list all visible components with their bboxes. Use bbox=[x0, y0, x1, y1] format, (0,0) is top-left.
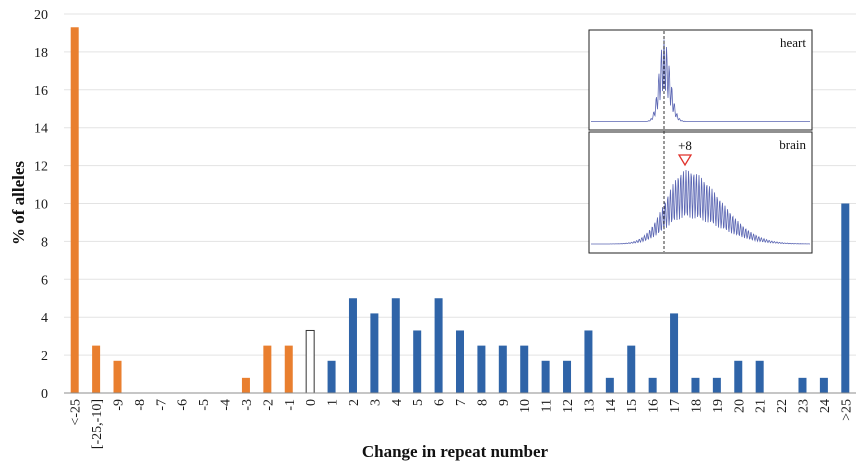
x-tick-label: 23 bbox=[796, 399, 811, 413]
x-tick-label: [-25,-10] bbox=[90, 399, 105, 449]
y-tick-label: 18 bbox=[34, 46, 48, 61]
x-tick-label: -5 bbox=[197, 399, 212, 411]
x-tick-label: -2 bbox=[261, 399, 276, 411]
x-tick-label: 11 bbox=[540, 399, 555, 412]
bar bbox=[284, 345, 293, 393]
bar bbox=[520, 345, 529, 393]
x-tick-label: 2 bbox=[347, 399, 362, 406]
x-axis-ticks: <-25 [-25,-10] -9 -8 -7 -6 -5 -4 -3 -2 -1 0 1 2 3 4 5 6 7 8… bbox=[69, 399, 855, 449]
bar bbox=[456, 330, 464, 393]
x-tick-label: 14 bbox=[604, 399, 619, 413]
x-tick-label: 15 bbox=[625, 399, 640, 413]
inset-brain-annotation: +8 bbox=[678, 138, 692, 153]
x-tick-label: 21 bbox=[754, 399, 769, 413]
x-axis-title: Change in repeat number bbox=[362, 442, 549, 461]
y-tick-label: 16 bbox=[34, 84, 48, 99]
x-tick-label: 18 bbox=[689, 399, 704, 413]
bar bbox=[348, 298, 357, 393]
y-tick-label: 10 bbox=[34, 198, 48, 213]
x-tick-label: 9 bbox=[497, 399, 512, 406]
bar bbox=[113, 360, 122, 393]
y-tick-label: 20 bbox=[34, 8, 48, 23]
bar bbox=[819, 377, 828, 393]
x-tick-label: 6 bbox=[433, 399, 448, 406]
bar bbox=[841, 203, 850, 393]
x-tick-label: 22 bbox=[775, 399, 790, 413]
inset-heart-label: heart bbox=[780, 35, 806, 50]
x-tick-label: 10 bbox=[518, 399, 533, 413]
x-tick-label: 0 bbox=[304, 399, 319, 406]
bar bbox=[563, 360, 572, 393]
bar bbox=[627, 345, 636, 393]
bar bbox=[691, 377, 700, 393]
bar bbox=[712, 377, 721, 393]
y-tick-label: 14 bbox=[34, 122, 48, 137]
brain-trace bbox=[591, 169, 811, 245]
x-tick-label: 20 bbox=[732, 399, 747, 413]
bar bbox=[92, 345, 101, 393]
x-tick-label: 3 bbox=[368, 399, 383, 406]
y-tick-label: 6 bbox=[41, 273, 48, 288]
inset-traces: heart brain +8 bbox=[588, 29, 813, 254]
inset-brain-panel bbox=[588, 131, 813, 254]
x-tick-label: >25 bbox=[839, 399, 854, 421]
x-tick-label: 16 bbox=[647, 399, 662, 413]
bar bbox=[413, 330, 422, 393]
x-tick-label: -7 bbox=[154, 399, 169, 411]
y-axis-ticks: 0 2 4 6 8 10 12 14 16 18 20 bbox=[34, 8, 48, 402]
bar bbox=[305, 329, 315, 394]
y-tick-label: 12 bbox=[34, 160, 48, 175]
bar bbox=[477, 345, 486, 393]
bars bbox=[70, 27, 850, 394]
x-tick-label: 4 bbox=[390, 399, 405, 406]
bar bbox=[755, 360, 764, 393]
bar bbox=[584, 330, 593, 393]
bar bbox=[734, 360, 743, 393]
y-axis-title: % of alleles bbox=[9, 161, 28, 245]
x-tick-label: -4 bbox=[219, 399, 234, 411]
bar bbox=[498, 345, 507, 393]
bar bbox=[327, 360, 336, 393]
x-tick-label: 19 bbox=[711, 399, 726, 413]
inset-heart-panel bbox=[588, 29, 813, 131]
heart-trace bbox=[591, 39, 810, 122]
bar bbox=[370, 313, 379, 393]
x-tick-label: 24 bbox=[818, 399, 833, 413]
inset-brain-label: brain bbox=[779, 137, 806, 152]
y-tick-label: 0 bbox=[41, 387, 48, 402]
x-tick-label: -8 bbox=[133, 399, 148, 411]
bar bbox=[434, 298, 443, 393]
x-tick-label: 5 bbox=[411, 399, 426, 406]
x-tick-label: -3 bbox=[240, 399, 255, 411]
x-tick-label: 12 bbox=[561, 399, 576, 413]
x-tick-label: 17 bbox=[668, 399, 683, 413]
x-tick-label: -9 bbox=[112, 399, 127, 411]
x-tick-label: 8 bbox=[475, 399, 490, 406]
bar bbox=[70, 27, 79, 393]
y-tick-label: 2 bbox=[41, 349, 48, 364]
x-tick-label: 13 bbox=[582, 399, 597, 413]
y-tick-label: 8 bbox=[41, 235, 48, 250]
bar bbox=[648, 377, 657, 393]
bar bbox=[605, 377, 614, 393]
bar bbox=[263, 345, 272, 393]
x-tick-label: -1 bbox=[283, 399, 298, 411]
gridlines bbox=[64, 13, 856, 356]
bar bbox=[798, 377, 807, 393]
x-tick-label: <-25 bbox=[69, 399, 84, 426]
x-tick-label: 1 bbox=[326, 399, 341, 406]
inset-triangle-marker bbox=[677, 154, 693, 167]
x-tick-label: -6 bbox=[176, 399, 191, 411]
bar bbox=[541, 360, 550, 393]
bar bbox=[670, 313, 679, 393]
x-tick-label: 7 bbox=[454, 399, 469, 406]
y-tick-label: 4 bbox=[41, 311, 48, 326]
bar bbox=[391, 298, 400, 393]
bar bbox=[241, 377, 250, 393]
